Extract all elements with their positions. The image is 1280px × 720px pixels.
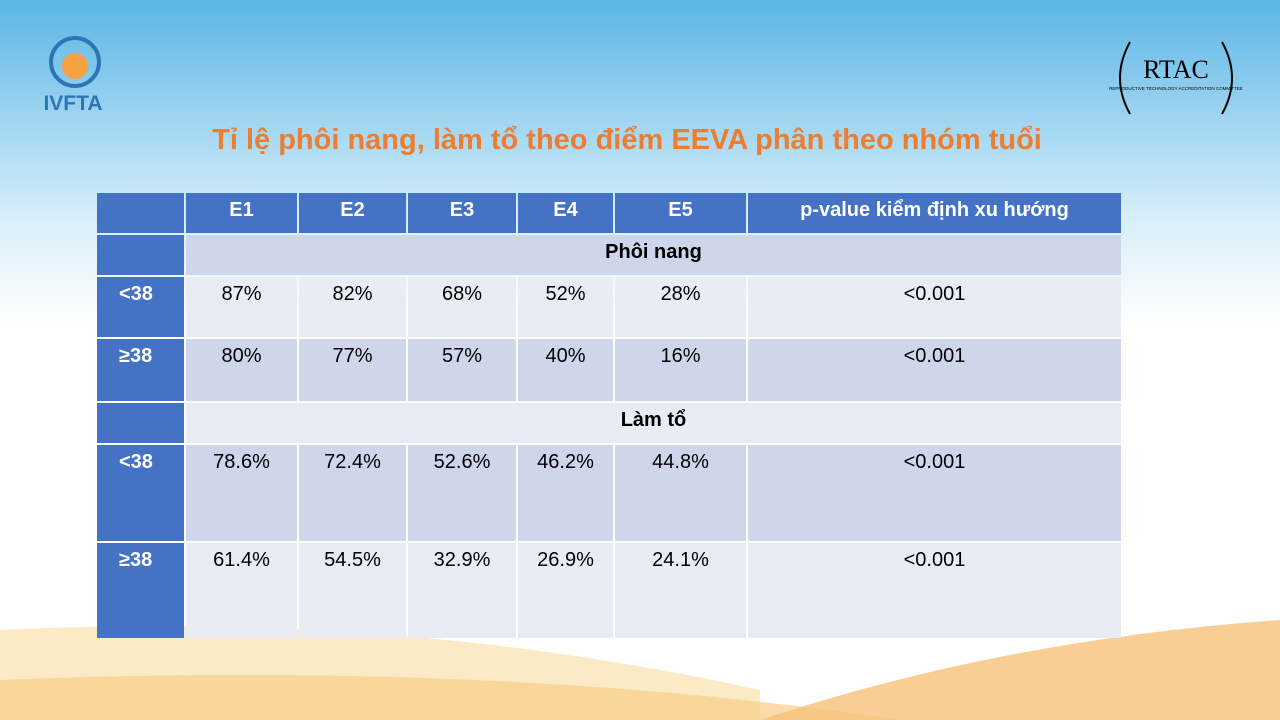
table-cell: 61.4%: [186, 543, 297, 638]
table-cell: 44.8%: [615, 445, 746, 541]
table-cell: 16%: [615, 339, 746, 401]
header-cell: E5: [615, 193, 746, 233]
table-cell: 52.6%: [408, 445, 516, 541]
table-cell: 77%: [299, 339, 406, 401]
table-cell: 80%: [186, 339, 297, 401]
table-cell: 52%: [518, 277, 613, 337]
section-label: Phôi nang: [186, 235, 1121, 275]
table-cell: 54.5%: [299, 543, 406, 638]
table-cell: 28%: [615, 277, 746, 337]
header-cell: E4: [518, 193, 613, 233]
table-cell: 40%: [518, 339, 613, 401]
left-logo: IVFTA: [43, 92, 102, 115]
header-cell: E2: [299, 193, 406, 233]
table-cell: 87%: [186, 277, 297, 337]
row-label: <38: [97, 277, 184, 337]
row-label: [97, 235, 184, 275]
right-logo: RTAC: [1143, 55, 1209, 84]
table-cell: 26.9%: [518, 543, 613, 638]
row-label: ≥38: [97, 339, 184, 401]
table-cell: 72.4%: [299, 445, 406, 541]
table-cell: 78.6%: [186, 445, 297, 541]
row-label: [97, 403, 184, 443]
header-cell: [97, 193, 184, 233]
table-cell: 46.2%: [518, 445, 613, 541]
table-cell: <0.001: [748, 277, 1121, 337]
section-label: Làm tổ: [186, 403, 1121, 443]
header-cell: p-value kiểm định xu hướng: [748, 193, 1121, 233]
header-cell: E1: [186, 193, 297, 233]
table-cell: <0.001: [748, 445, 1121, 541]
table-cell: 57%: [408, 339, 516, 401]
header-cell: E3: [408, 193, 516, 233]
title: Tỉ lệ phôi nang, làm tổ theo điểm EEVA p…: [212, 124, 1042, 156]
right-logo-subtitle: REPRODUCTIVE TECHNOLOGY ACCREDITATION CO…: [1109, 86, 1243, 91]
row-label: <38: [97, 445, 184, 541]
table-cell: 82%: [299, 277, 406, 337]
table-cell: 24.1%: [615, 543, 746, 638]
table-cell: 68%: [408, 277, 516, 337]
table-cell: <0.001: [748, 339, 1121, 401]
row-label: ≥38: [97, 543, 184, 638]
table-cell: 32.9%: [408, 543, 516, 638]
table-cell: <0.001: [748, 543, 1121, 638]
